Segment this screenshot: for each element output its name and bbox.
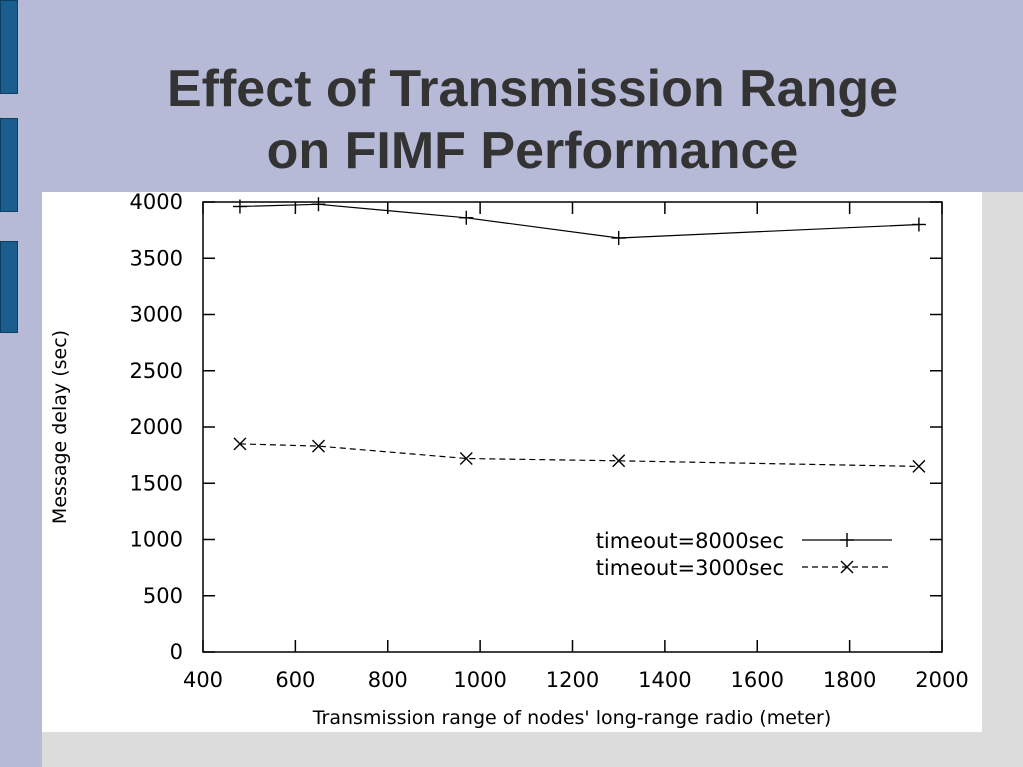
x-tick-label: 1800 (823, 668, 876, 692)
series-2-point (612, 454, 626, 468)
x-tick-label: 1200 (546, 668, 599, 692)
y-tick-label: 3000 (130, 303, 183, 327)
slide-title: Effect of Transmission Range on FIMF Per… (42, 58, 1023, 182)
y-tick-label: 1000 (130, 528, 183, 552)
legend-marker (840, 560, 854, 574)
series-line-2 (239, 443, 919, 467)
series-1-point (311, 197, 326, 212)
x-tick-label: 1400 (638, 668, 691, 692)
legend-label: timeout=8000sec (596, 529, 784, 553)
slide-title-line-1: Effect of Transmission Range (166, 60, 899, 118)
legend: timeout=8000sec timeout=3000sec (596, 529, 892, 580)
left-band (0, 0, 42, 767)
series-1-point (459, 210, 474, 225)
side-tab (0, 118, 18, 212)
series-2-point (233, 437, 247, 451)
series-1-point (232, 199, 247, 214)
plot-frame (202, 201, 943, 653)
header-band (0, 0, 1023, 192)
side-tab (0, 241, 18, 333)
series-layer (232, 197, 926, 473)
y-tick-label: 3500 (130, 246, 183, 270)
x-tick-label: 600 (275, 668, 315, 692)
legend-marker (840, 533, 854, 547)
y-axis: 0 500 1000 1500 2000 2500 3000 3500 4000 (130, 192, 942, 664)
series-2-point (459, 452, 473, 465)
series-line-1 (239, 203, 919, 239)
y-tick-label: 500 (143, 584, 183, 608)
y-tick-label: 1500 (130, 471, 183, 495)
y-tick-label: 2500 (130, 359, 183, 383)
y-tick-label: 2000 (130, 415, 183, 439)
x-axis: 400 600 800 1000 1200 1400 1600 1800 2000 (183, 202, 969, 692)
series-1-point (611, 231, 626, 245)
slide-title-line-2: on FIMF Performance (266, 122, 799, 180)
side-tab (0, 0, 18, 94)
x-tick-label: 800 (368, 668, 408, 692)
series-2-point (311, 439, 325, 453)
x-axis-label: Transmission range of nodes' long-range … (312, 707, 832, 729)
x-tick-label: 1000 (453, 668, 506, 692)
x-tick-label: 2000 (915, 668, 968, 692)
plot-panel (42, 192, 982, 732)
series-1-point (911, 217, 926, 232)
series-2-point (912, 459, 926, 473)
y-tick-label: 4000 (130, 192, 183, 214)
legend-label: timeout=3000sec (596, 556, 784, 580)
x-tick-label: 1600 (731, 668, 784, 692)
x-tick-label: 400 (183, 668, 223, 692)
y-tick-label: 0 (170, 640, 183, 664)
line-chart: 0 500 1000 1500 2000 2500 3000 3500 4000 400 600 8… (49, 192, 969, 729)
y-axis-label: Message delay (sec) (49, 330, 71, 524)
